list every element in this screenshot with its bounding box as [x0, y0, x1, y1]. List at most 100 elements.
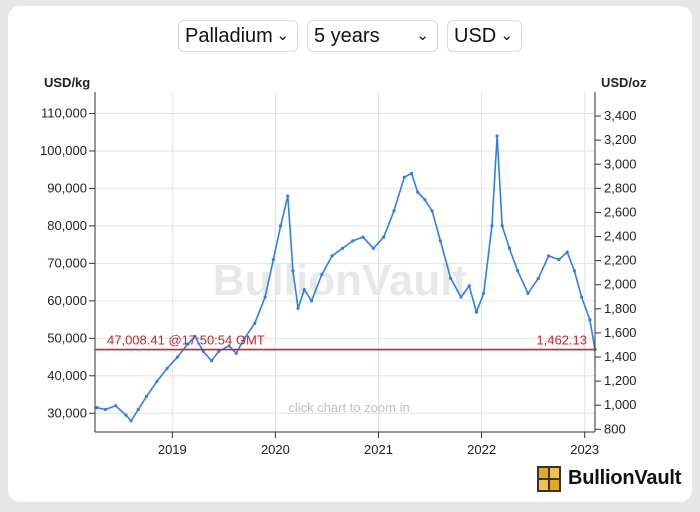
price-point — [144, 394, 149, 399]
metal-select-value: Palladium — [185, 25, 273, 47]
price-point — [193, 334, 197, 339]
period-select[interactable]: 5 years ⌄ — [307, 20, 438, 52]
chevron-down-icon: ⌄ — [500, 27, 513, 44]
price-point — [409, 171, 414, 176]
price-point — [588, 317, 592, 322]
brand-name: BullionVault — [568, 467, 682, 489]
right-axis-tick-label: 3,000 — [604, 156, 637, 171]
chevron-down-icon: ⌄ — [416, 27, 429, 44]
price-point — [430, 209, 434, 213]
price-point — [227, 344, 231, 348]
right-axis-tick-label: 2,800 — [604, 180, 637, 195]
price-point — [296, 306, 300, 310]
right-axis-unit: USD/oz — [601, 75, 647, 90]
chevron-down-icon: ⌄ — [276, 27, 289, 44]
right-axis-tick-label: 2,200 — [604, 253, 637, 268]
price-point — [129, 419, 133, 423]
price-point — [286, 194, 290, 198]
price-point — [320, 273, 324, 277]
right-axis-tick-label: 800 — [604, 421, 626, 436]
price-point — [382, 235, 386, 239]
right-axis-tick-label: 3,200 — [604, 132, 637, 147]
currency-select[interactable]: USD ⌄ — [447, 20, 522, 52]
left-axis-tick-label: 110,000 — [41, 105, 87, 120]
right-axis-tick-label: 2,000 — [604, 277, 637, 292]
left-axis-tick-label: 100,000 — [40, 143, 87, 158]
price-point — [114, 404, 118, 408]
price-point — [201, 349, 205, 354]
right-axis-tick-label: 2,600 — [604, 204, 637, 219]
price-point — [579, 295, 584, 299]
price-point — [507, 246, 512, 250]
x-axis-tick-label: 2021 — [364, 442, 393, 457]
left-axis-tick-label: 70,000 — [47, 255, 87, 270]
metal-select[interactable]: Palladium ⌄ — [178, 20, 298, 52]
price-point — [330, 254, 334, 258]
price-point — [547, 254, 551, 258]
price-point — [278, 224, 283, 228]
price-point — [209, 359, 214, 363]
price-point — [474, 310, 479, 314]
price-point — [438, 239, 442, 243]
price-point — [136, 407, 140, 412]
price-point — [526, 291, 530, 295]
price-point — [516, 269, 520, 273]
left-axis-tick-label: 90,000 — [47, 180, 87, 195]
price-point — [467, 284, 471, 288]
price-point — [291, 269, 295, 273]
left-axis-tick-label: 80,000 — [47, 218, 87, 233]
right-axis-tick-label: 1,800 — [604, 301, 637, 316]
right-axis-tick-label: 2,400 — [604, 229, 637, 244]
price-point — [155, 379, 159, 384]
price-point — [495, 134, 499, 138]
price-point — [165, 366, 169, 370]
price-point — [449, 276, 453, 280]
price-point — [302, 288, 306, 292]
price-point — [95, 406, 99, 410]
left-axis-tick-label: 60,000 — [47, 293, 87, 308]
x-axis-tick-label: 2020 — [261, 442, 290, 457]
price-point — [402, 175, 406, 179]
selector-bar: Palladium ⌄ 5 years ⌄ USD ⌄ — [0, 20, 700, 56]
price-point — [392, 209, 396, 213]
price-point — [557, 258, 561, 262]
right-axis-tick-label: 1,600 — [604, 325, 637, 340]
price-point — [340, 246, 345, 250]
price-point — [423, 198, 427, 202]
price-point — [536, 276, 540, 280]
price-point — [416, 190, 420, 194]
price-point — [217, 349, 221, 354]
price-point — [186, 342, 190, 346]
price-point — [500, 224, 504, 228]
price-point — [490, 224, 494, 228]
price-point — [234, 351, 238, 355]
price-point — [361, 235, 365, 239]
x-axis-tick-label: 2019 — [158, 442, 187, 457]
current-price-left-label: 47,008.41 @17:50:54 GMT — [107, 333, 265, 348]
price-point — [253, 321, 257, 325]
price-point — [351, 239, 355, 243]
price-point — [271, 258, 275, 262]
price-point — [263, 295, 267, 299]
price-point — [103, 407, 107, 412]
current-price-right-label: 1,462.13 — [536, 333, 587, 348]
currency-select-value: USD — [454, 25, 497, 47]
price-point — [459, 295, 463, 299]
right-axis-tick-label: 1,000 — [604, 397, 637, 412]
x-axis-tick-label: 2022 — [467, 442, 496, 457]
price-point — [242, 336, 247, 340]
right-axis-tick-label: 3,400 — [604, 108, 637, 123]
chart-watermark: BullionVault — [213, 256, 468, 305]
right-axis-tick-label: 1,200 — [604, 373, 637, 388]
left-axis-tick-label: 40,000 — [47, 368, 87, 383]
right-axis-tick-label: 1,400 — [604, 349, 637, 364]
price-series-line — [96, 135, 596, 422]
left-axis-tick-label: 50,000 — [47, 330, 87, 345]
price-point — [371, 246, 375, 250]
period-select-value: 5 years — [314, 25, 380, 47]
price-point — [309, 299, 314, 303]
zoom-hint: click chart to zoom in — [288, 400, 409, 415]
price-point — [124, 413, 128, 417]
price-point — [565, 250, 569, 254]
